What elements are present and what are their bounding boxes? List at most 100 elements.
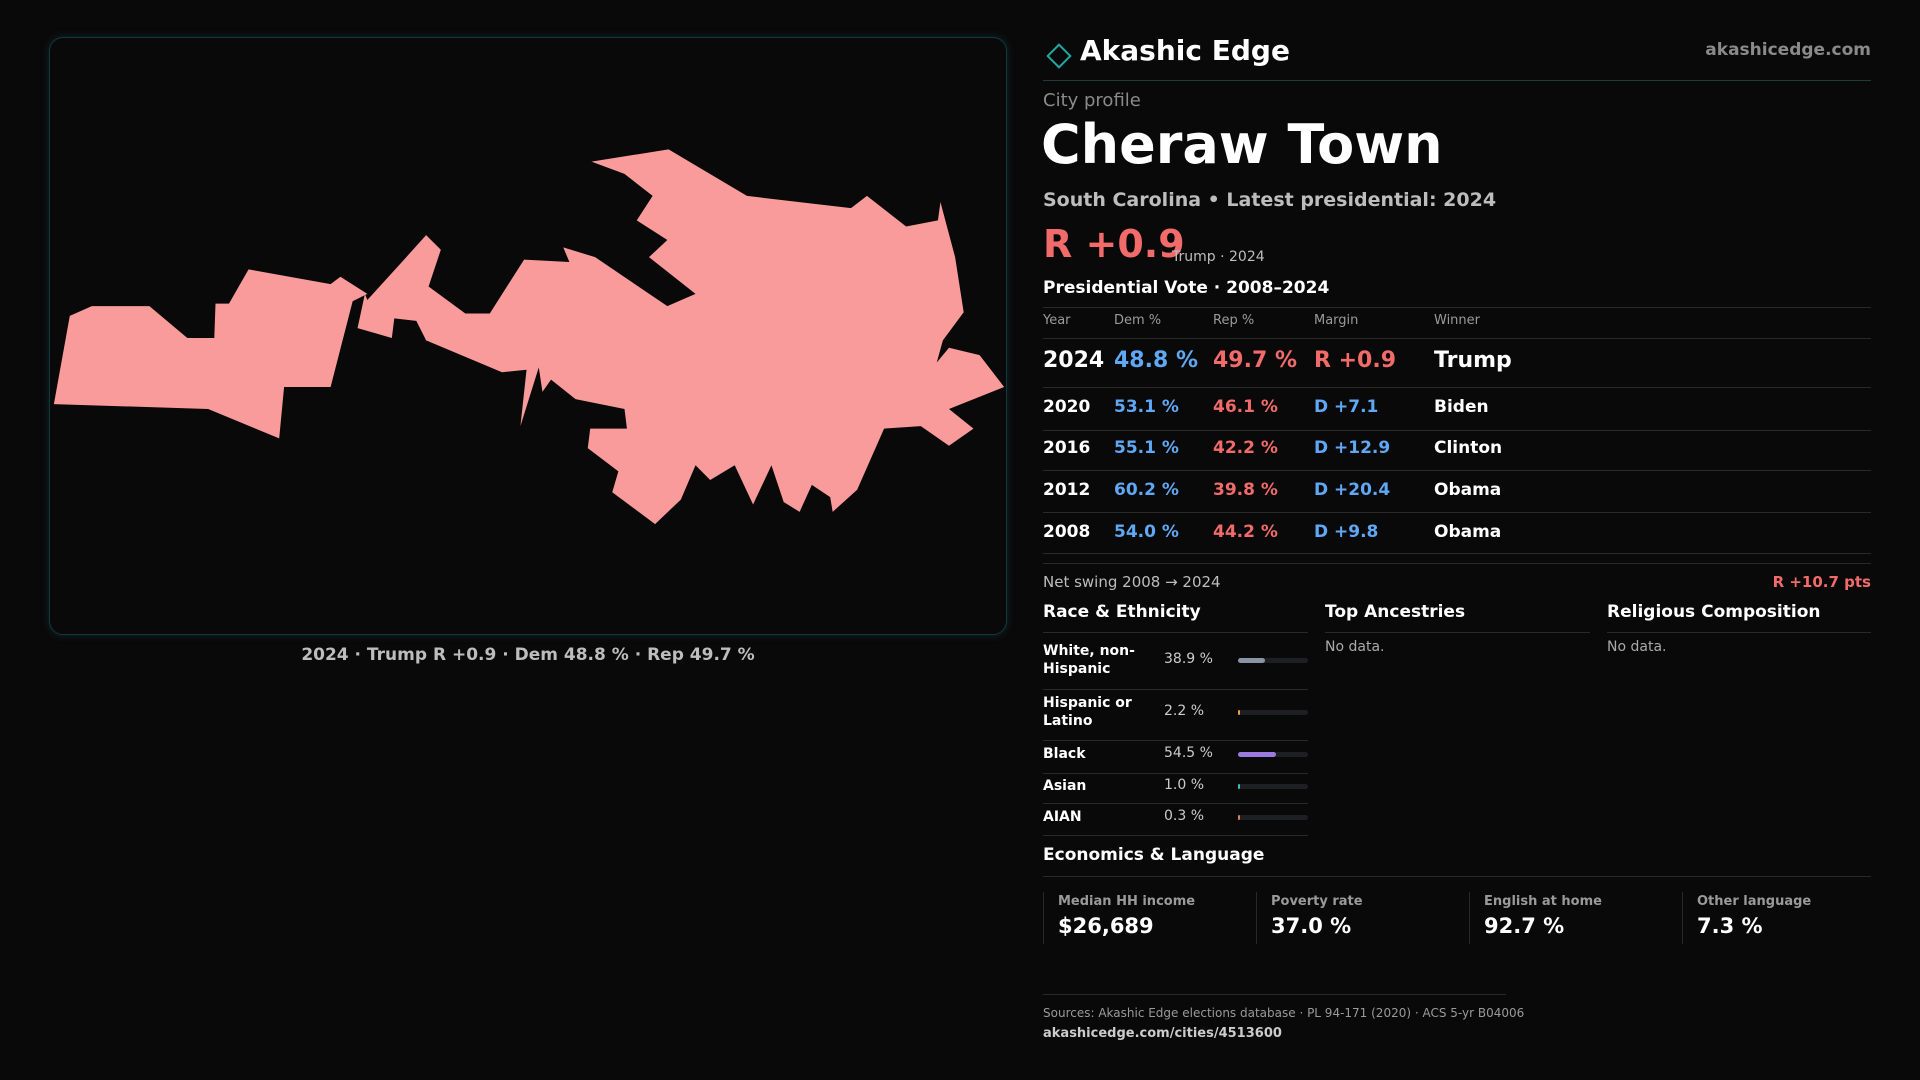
row-divider [1043,430,1871,431]
divider [1325,632,1590,633]
row-divider [1043,470,1871,471]
bar [1238,784,1240,789]
city-shape [53,269,368,439]
subtitle: South Carolina • Latest presidential: 20… [1043,189,1497,211]
brand: Akashic Edge [1080,34,1290,67]
stat-value: 92.7 % [1484,914,1565,938]
row-divider [1043,773,1308,774]
kicker: City profile [1043,90,1141,111]
year: 2012 [1043,480,1091,500]
winner: Obama [1434,522,1502,542]
swing: R +10.7 pts [1772,573,1871,591]
bar [1238,658,1266,663]
stat-label: English at home [1484,894,1602,909]
stat-label: Median HH income [1058,894,1196,909]
row-divider [1043,563,1871,564]
stat-border [1043,892,1044,944]
column-header: Dem % [1114,313,1162,328]
row-divider [1043,307,1871,308]
stat-label: Poverty rate [1271,894,1363,909]
column-header: Margin [1314,313,1359,328]
rep-share: 42.2 % [1213,438,1278,458]
stat-value: 37.0 % [1271,914,1352,938]
row-divider [1043,689,1308,690]
row-divider [1043,553,1871,554]
bar [1238,752,1277,757]
logo [1046,43,1072,69]
margin: R +0.9 [1314,348,1397,373]
dem-share: 48.8 % [1114,348,1198,373]
winner: Trump [1434,348,1512,373]
race-name: Black [1043,746,1086,762]
divider [1043,994,1506,995]
row-divider [1043,740,1308,741]
city-title: Cheraw Town [1041,113,1443,176]
race-share: 54.5 % [1164,745,1213,761]
year: 2020 [1043,397,1091,417]
map-panel [49,37,1007,635]
section-title: Religious Composition [1607,602,1821,622]
race-name: White, non-Hispanic [1043,643,1135,677]
section-title: Top Ancestries [1325,602,1466,622]
winner: Clinton [1434,438,1503,458]
bar-track [1238,815,1308,820]
bar [1238,815,1240,820]
row-divider [1043,387,1871,388]
year: 2016 [1043,438,1091,458]
divider [1043,876,1871,877]
margin: D +9.8 [1314,522,1379,542]
page-url[interactable]: akashicedge.com/cities/4513600 [1043,1026,1282,1041]
race-share: 1.0 % [1164,777,1205,793]
stat-border [1682,892,1683,944]
rep-share: 39.8 % [1213,480,1278,500]
city-map [53,149,1005,525]
row-divider [1043,835,1308,836]
bar-track [1238,710,1308,715]
column-header: Year [1043,313,1071,328]
divider [1607,632,1871,633]
divider [1043,632,1308,633]
margin: R +0.9 [1043,222,1185,266]
bar-track [1238,784,1308,789]
row-divider [1043,803,1308,804]
race-share: 2.2 % [1164,703,1205,719]
row-divider [1043,512,1871,513]
no-data: No data. [1607,639,1667,655]
dem-share: 53.1 % [1114,397,1179,417]
row-divider [1043,338,1871,339]
dem-share: 60.2 % [1114,480,1179,500]
section-title: Economics & Language [1043,845,1265,865]
year: 2008 [1043,522,1091,542]
rep-share: 49.7 % [1213,348,1297,373]
year: 2024 [1043,348,1105,373]
column-header: Rep % [1213,313,1255,328]
winner: Obama [1434,480,1502,500]
race-share: 0.3 % [1164,808,1205,824]
bar-track [1238,658,1308,663]
stat-border [1469,892,1470,944]
stat-value: 7.3 % [1697,914,1763,938]
no-data: No data. [1325,639,1385,655]
vote-title: Presidential Vote · 2008–2024 [1043,278,1330,298]
stat-value: $26,689 [1058,914,1154,938]
race-name: Hispanic or Latino [1043,695,1132,729]
rep-share: 46.1 % [1213,397,1278,417]
map-caption: 2024 · Trump R +0.9 · Dem 48.8 % · Rep 4… [301,645,755,665]
race-share: 38.9 % [1164,651,1213,667]
site-link[interactable]: akashicedge.com [1705,40,1871,60]
divider [1043,80,1871,81]
margin: D +12.9 [1314,438,1391,458]
city-shape [357,149,1005,525]
sources: Sources: Akashic Edge elections database… [1043,1006,1525,1020]
margin: D +7.1 [1314,397,1379,417]
race-name: Asian [1043,778,1087,794]
section-title: Race & Ethnicity [1043,602,1201,622]
rep-share: 44.2 % [1213,522,1278,542]
stat-label: Other language [1697,894,1812,909]
dem-share: 55.1 % [1114,438,1179,458]
winner: Biden [1434,397,1489,417]
race-name: AIAN [1043,809,1082,825]
swing-label: Net swing 2008 → 2024 [1043,573,1221,591]
bar [1238,710,1240,715]
